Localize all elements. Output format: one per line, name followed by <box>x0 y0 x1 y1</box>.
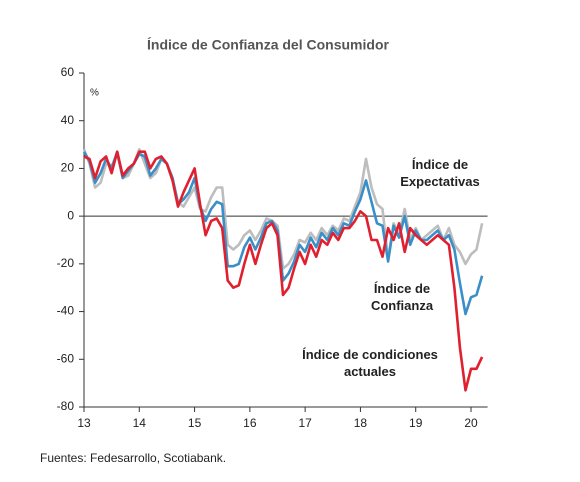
y-tick-label: 60 <box>61 65 75 79</box>
x-tick-label: 17 <box>298 416 312 430</box>
series-label: Índice de Expectativas <box>400 157 480 189</box>
x-tick-label: 19 <box>409 416 423 430</box>
x-tick-label: 15 <box>188 416 202 430</box>
series-line <box>82 148 484 270</box>
y-tick-label: 0 <box>67 208 74 222</box>
x-tick-label: 14 <box>133 416 147 430</box>
y-unit: % <box>90 88 99 99</box>
x-tick-label: 20 <box>464 416 478 430</box>
series-line <box>82 150 484 316</box>
x-tick-label: 16 <box>243 416 257 430</box>
chart-title: Índice de Confianza del Consumidor <box>147 37 389 53</box>
y-tick-label: -20 <box>57 256 75 270</box>
x-tick-label: 18 <box>354 416 368 430</box>
y-tick-label: 40 <box>61 113 75 127</box>
y-tick-label: 20 <box>61 161 75 175</box>
y-tick-label: -80 <box>57 399 75 413</box>
series-line <box>83 150 484 392</box>
y-tick-label: -40 <box>57 304 75 318</box>
x-tick-label: 13 <box>77 416 91 430</box>
y-tick-label: -60 <box>57 351 75 365</box>
series-label: Índice de Confianza <box>371 281 434 313</box>
source-note: Fuentes: Fedesarrollo, Scotiabank. <box>40 451 226 465</box>
series-label: Índice de condiciones actuales <box>302 347 438 379</box>
